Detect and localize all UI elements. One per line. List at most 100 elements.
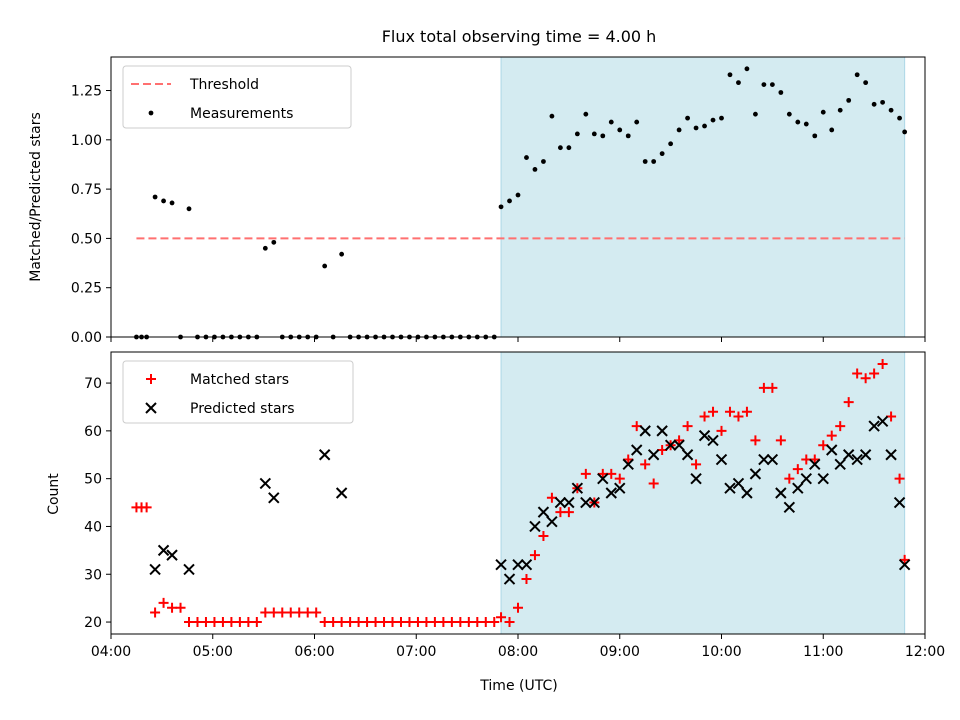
measurement-point — [524, 155, 529, 160]
matched-star-point — [741, 406, 752, 417]
predicted-star-point — [622, 458, 634, 471]
matched-star-point — [353, 617, 364, 628]
measurement-point — [668, 141, 674, 147]
matched-star-point — [716, 425, 727, 436]
y-tick-label: 0.25 — [71, 281, 102, 297]
measurement-point — [897, 115, 902, 121]
measurement-point — [795, 119, 801, 125]
measurement-point — [583, 111, 589, 117]
measurement-point — [557, 145, 563, 151]
measurement-point — [549, 113, 555, 119]
predicted-star-point — [512, 558, 524, 571]
measurement-point — [710, 117, 716, 123]
measurement-point — [152, 194, 158, 200]
predicted-star-point — [166, 549, 178, 561]
matched-star-point — [724, 406, 735, 417]
matched-star-point — [328, 617, 339, 628]
matched-star-point — [733, 411, 744, 422]
y-tick-label: 20 — [84, 615, 102, 631]
measurement-point — [271, 239, 277, 245]
predicted-star-point — [571, 482, 584, 494]
predicted-star-point — [183, 563, 195, 576]
chart-title: Flux total observing time = 4.00 h — [382, 27, 657, 46]
predicted-star-point — [826, 444, 838, 456]
matched-star-point — [463, 617, 474, 628]
matched-star-point — [597, 468, 608, 479]
legend-label: Matched stars — [190, 372, 289, 388]
measurement-point — [837, 107, 843, 113]
matched-star-point — [429, 617, 440, 628]
measurement-point — [161, 198, 166, 204]
matched-star-point — [472, 617, 483, 628]
measurement-point — [803, 121, 809, 127]
matched-star-point — [387, 617, 398, 628]
flux-ratio-panel: 0.00 0.25 0.50 0.75 1.00 1.25 Threshold Measure… — [71, 56, 926, 346]
predicted-star-point — [724, 482, 736, 494]
matched-star-point — [869, 368, 880, 379]
predicted-star-point — [876, 415, 889, 428]
matched-star-point — [699, 411, 710, 422]
matched-star-point — [809, 454, 820, 465]
matched-star-point — [623, 454, 634, 465]
measurement-point — [515, 192, 521, 198]
x-tick-label: 07:00 — [396, 644, 436, 660]
predicted-star-point — [681, 449, 694, 461]
predicted-star-point — [732, 477, 745, 490]
measurement-point — [820, 109, 826, 115]
legend-label: Threshold — [189, 77, 259, 93]
predicted-star-point — [817, 472, 829, 485]
predicted-star-point — [664, 439, 677, 451]
matched-star-point — [894, 473, 905, 484]
measurement-point — [532, 166, 538, 172]
measurement-point — [659, 151, 665, 157]
measurement-point — [753, 111, 758, 117]
matched-star-point — [379, 617, 390, 628]
matched-star-point — [529, 550, 540, 561]
matched-star-point — [758, 382, 769, 393]
matched-star-point — [708, 406, 719, 417]
measurement-point — [829, 127, 835, 133]
measurement-point — [854, 72, 860, 78]
predicted-star-point — [546, 515, 558, 528]
y-axis-label-count: Count — [46, 473, 62, 515]
measurement-point — [676, 127, 682, 133]
predicted-star-point — [868, 420, 880, 432]
predicted-star-point — [614, 482, 626, 494]
y-tick-label: 1.00 — [71, 133, 102, 149]
predicted-star-point — [563, 496, 575, 509]
measurement-point — [863, 80, 869, 86]
predicted-star-point — [318, 449, 331, 461]
measurement-point — [761, 82, 767, 88]
matched-star-point — [268, 607, 279, 618]
predicted-star-point — [766, 453, 779, 466]
matched-star-point — [150, 607, 161, 618]
predicted-star-point — [898, 558, 911, 571]
predicted-star-point — [741, 487, 753, 499]
matched-star-point — [412, 617, 423, 628]
matched-star-point — [496, 612, 507, 623]
predicted-star-point — [809, 458, 821, 471]
predicted-star-point — [335, 487, 348, 499]
measurement-point — [642, 159, 648, 164]
measurement-point — [685, 115, 690, 121]
measurement-point — [608, 119, 614, 125]
matched-star-point — [504, 617, 515, 628]
matched-star-point — [167, 602, 178, 613]
observing-window-shade — [500, 56, 906, 338]
predicted-star-point — [842, 449, 855, 461]
measurement-point — [591, 131, 597, 137]
predicted-star-point — [520, 558, 533, 571]
measurement-point — [186, 206, 192, 212]
measurement-point — [719, 115, 724, 121]
matched-star-point — [243, 617, 254, 628]
matched-star-point — [404, 617, 415, 628]
predicted-star-point — [537, 506, 550, 518]
predicted-star-point — [707, 434, 719, 447]
legend-label: Predicted stars — [190, 401, 295, 417]
matched-star-point — [277, 607, 288, 618]
predicted-star-point — [885, 449, 897, 461]
y-tick-label: 30 — [84, 567, 102, 583]
y-tick-label: 70 — [84, 376, 102, 392]
legend-predicted-swatch — [145, 402, 157, 414]
matched-star-point — [826, 430, 837, 441]
